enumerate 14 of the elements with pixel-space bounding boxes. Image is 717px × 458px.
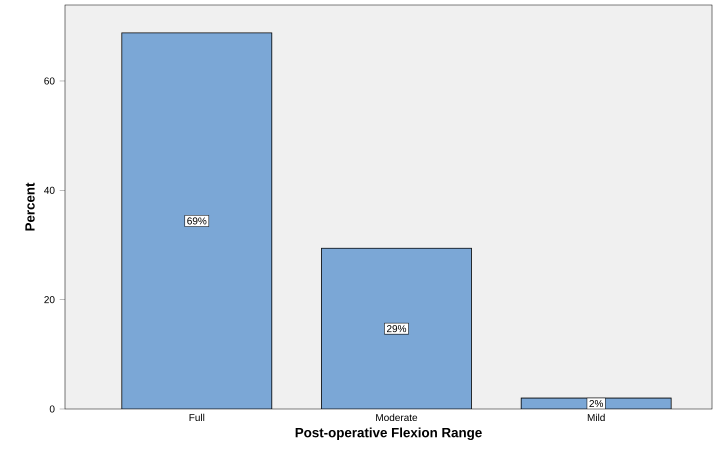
x-tick-label: Moderate (376, 414, 418, 422)
y-tick-label: 60 (44, 77, 55, 85)
y-tick-label: 0 (50, 405, 55, 413)
x-tick-label: Full (190, 414, 204, 422)
bar (122, 32, 272, 409)
x-tick-label: Mild (588, 414, 605, 422)
data-label: 69% (187, 217, 206, 224)
data-label: 2% (589, 400, 604, 408)
y-axis-title: Percent (25, 182, 35, 231)
data-label: 29% (386, 325, 406, 332)
y-tick-label: 20 (44, 296, 55, 304)
bar (321, 248, 472, 409)
x-axis-title: Post-operative Flexion Range (296, 428, 482, 440)
y-tick-label: 40 (44, 186, 55, 194)
